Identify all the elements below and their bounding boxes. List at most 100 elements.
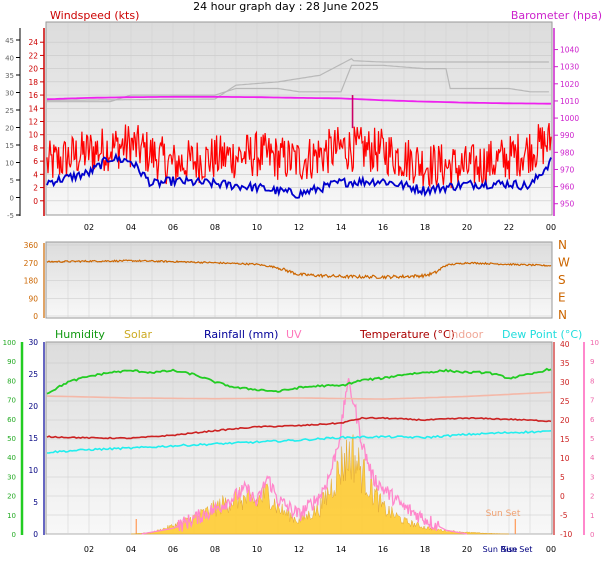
windspeed-line bbox=[46, 122, 552, 189]
x-tick-label: 00 bbox=[546, 223, 556, 232]
compass-label: E bbox=[558, 291, 566, 305]
uv-tick-label: 7 bbox=[590, 397, 594, 405]
rain-tick-label: 10 bbox=[28, 466, 38, 475]
uv-tick-label: 0 bbox=[590, 531, 594, 539]
indoor-line bbox=[46, 391, 552, 400]
barometer-tick-label: 960 bbox=[560, 183, 575, 192]
outer-tick-label: 40 bbox=[5, 55, 14, 63]
humidity-tick-label: 100 bbox=[3, 339, 16, 347]
uv-tick-label: 5 bbox=[590, 435, 594, 443]
legend-uv: UV bbox=[286, 328, 302, 341]
temperature-tick-label: 35 bbox=[560, 359, 570, 368]
temperature-tick-label: 25 bbox=[560, 397, 570, 406]
x-tick-label: 12 bbox=[294, 545, 304, 554]
temperature-tick-label: 5 bbox=[560, 473, 565, 482]
windspeed-tick-label: 22 bbox=[28, 51, 38, 60]
x-tick-label: 02 bbox=[84, 545, 94, 554]
barometer-tick-label: 970 bbox=[560, 165, 575, 174]
x-tick-label: 14 bbox=[336, 545, 346, 554]
x-tick-label: 06 bbox=[168, 223, 178, 232]
legend-temperature: Temperature (°C) bbox=[359, 328, 455, 341]
x-tick-label: 04 bbox=[126, 545, 136, 554]
compass-label: W bbox=[558, 256, 570, 270]
barometer-tick-label: 1020 bbox=[560, 80, 579, 89]
temperature-tick-label: 15 bbox=[560, 435, 570, 444]
chart-title: 24 hour graph day : 28 June 2025 bbox=[193, 0, 379, 13]
humidity-tick-label: 60 bbox=[7, 416, 16, 424]
x-tick-label: 22 bbox=[504, 223, 514, 232]
humidity-tick-label: 0 bbox=[12, 531, 16, 539]
humidity-line bbox=[46, 367, 552, 395]
temperature-tick-label: -10 bbox=[560, 530, 572, 539]
temperature-tick-label: 30 bbox=[560, 378, 570, 387]
barometer-tick-label: 950 bbox=[560, 200, 575, 209]
barometer-tick-label: 980 bbox=[560, 148, 575, 157]
rain-tick-label: 5 bbox=[33, 498, 38, 507]
compass-label: N bbox=[558, 238, 567, 252]
temperature-tick-label: 0 bbox=[560, 492, 565, 501]
outer-tick-label: -5 bbox=[7, 212, 14, 220]
grey-series-line bbox=[47, 64, 549, 103]
x-tick-label: 02 bbox=[84, 223, 94, 232]
uv-line bbox=[141, 378, 468, 535]
outer-tick-label: 15 bbox=[5, 142, 14, 150]
wind-average-line bbox=[46, 152, 552, 199]
outer-tick-label: 45 bbox=[5, 37, 14, 45]
humidity-tick-label: 10 bbox=[7, 512, 16, 520]
humidity-tick-label: 40 bbox=[7, 454, 16, 462]
x-tick-label: 00 bbox=[546, 545, 556, 554]
direction-tick-label: 90 bbox=[28, 294, 38, 303]
x-tick-label: 14 bbox=[336, 223, 346, 232]
legend-humidity: Humidity bbox=[55, 328, 105, 341]
dew-point-line bbox=[46, 430, 552, 454]
x-tick-label: 18 bbox=[420, 223, 430, 232]
windspeed-tick-label: 8 bbox=[33, 144, 38, 153]
windspeed-tick-label: 24 bbox=[28, 38, 38, 47]
windspeed-tick-label: 2 bbox=[33, 184, 38, 193]
direction-tick-label: 0 bbox=[33, 312, 38, 321]
uv-tick-label: 8 bbox=[590, 377, 594, 385]
x-tick-label: 08 bbox=[210, 545, 220, 554]
temperature-tick-label: 20 bbox=[560, 416, 570, 425]
temperature-tick-label: -5 bbox=[560, 511, 568, 520]
legend-solar: Solar bbox=[124, 328, 153, 341]
direction-line bbox=[46, 259, 552, 280]
uv-tick-label: 6 bbox=[590, 416, 595, 424]
legend-indoor: Indoor bbox=[448, 328, 484, 341]
barometer-line bbox=[46, 95, 551, 105]
barometer-axis-label: Barometer (hpa) bbox=[511, 9, 602, 22]
barometer-tick-label: 1000 bbox=[560, 114, 579, 123]
x-tick-label: 08 bbox=[210, 223, 220, 232]
windspeed-tick-label: 12 bbox=[28, 118, 38, 127]
uv-tick-label: 9 bbox=[590, 358, 594, 366]
compass-label: S bbox=[558, 273, 566, 287]
humidity-tick-label: 20 bbox=[7, 493, 16, 501]
x-tick-label: 10 bbox=[252, 223, 262, 232]
windspeed-tick-label: 20 bbox=[28, 65, 38, 74]
x-tick-label: 10 bbox=[252, 545, 262, 554]
outer-tick-label: 35 bbox=[5, 72, 14, 80]
windspeed-tick-label: 6 bbox=[33, 157, 38, 166]
sun-set-label: Sun Set bbox=[486, 509, 521, 519]
x-tick-label: 20 bbox=[462, 545, 472, 554]
humidity-tick-label: 70 bbox=[7, 397, 16, 405]
outer-tick-label: 30 bbox=[5, 90, 14, 98]
x-tick-label: 06 bbox=[168, 545, 178, 554]
x-tick-label: 12 bbox=[294, 223, 304, 232]
humidity-tick-label: 80 bbox=[7, 377, 16, 385]
temperature-tick-label: 40 bbox=[560, 340, 570, 349]
grey-series-line bbox=[46, 57, 549, 101]
rain-tick-label: 25 bbox=[28, 370, 38, 379]
x-tick-label: 18 bbox=[420, 545, 430, 554]
legend-rainfall: Rainfall (mm) bbox=[204, 328, 278, 341]
direction-tick-label: 270 bbox=[24, 259, 39, 268]
uv-tick-label: 1 bbox=[590, 512, 594, 520]
x-tick-label: 16 bbox=[378, 223, 388, 232]
humidity-tick-label: 50 bbox=[7, 435, 16, 443]
barometer-tick-label: 1010 bbox=[560, 97, 579, 106]
outer-tick-label: 0 bbox=[10, 195, 14, 203]
outer-tick-label: 10 bbox=[5, 160, 14, 168]
x-tick-label: 04 bbox=[126, 223, 136, 232]
compass-label: N bbox=[558, 308, 567, 322]
windspeed-tick-label: 16 bbox=[28, 91, 38, 100]
